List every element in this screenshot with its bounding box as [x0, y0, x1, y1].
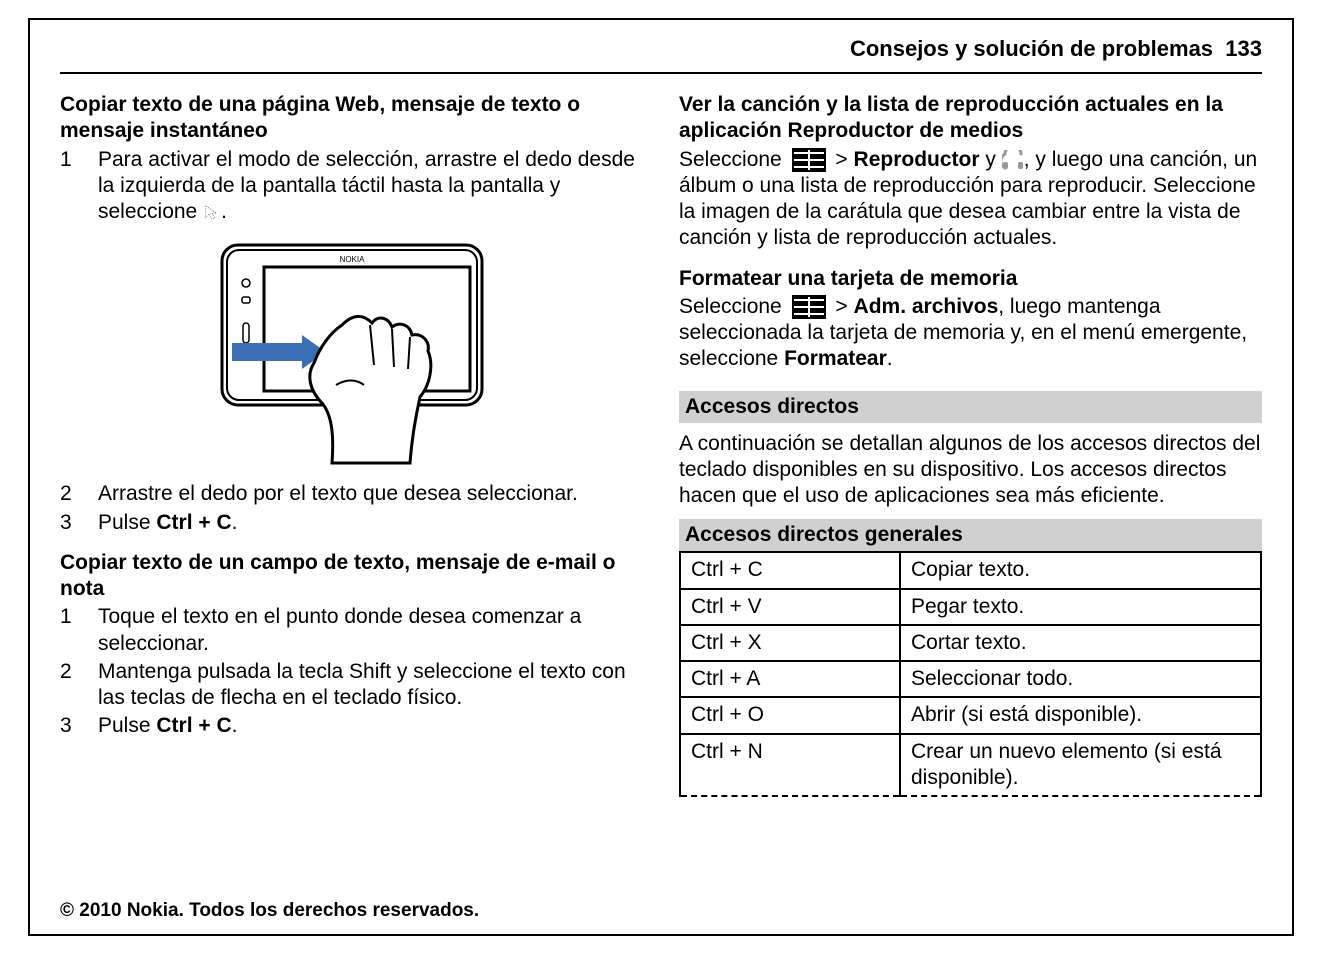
step-text: Pulse Ctrl + C.	[98, 713, 643, 739]
step-text: Toque el texto en el punto donde desea c…	[98, 604, 643, 657]
left-column: Copiar texto de una página Web, mensaje …	[60, 92, 643, 797]
table-row: Ctrl + A Seleccionar todo.	[680, 661, 1261, 697]
shortcut-key: Ctrl + V	[680, 589, 900, 625]
left-steps-2: 1 Toque el texto en el punto donde desea…	[60, 604, 643, 739]
right-paragraph-1: Seleccione > Reproductor y , y luego una…	[679, 147, 1262, 252]
step-text: Para activar el modo de selección, arras…	[98, 147, 643, 226]
cursor-icon	[203, 203, 221, 221]
shortcut-key: Ctrl + N	[680, 734, 900, 797]
content-columns: Copiar texto de una página Web, mensaje …	[60, 92, 1262, 797]
shortcut-desc: Seleccionar todo.	[900, 661, 1261, 697]
right-column: Ver la canción y la lista de reproducció…	[679, 92, 1262, 797]
shortcut-key: Ctrl + X	[680, 625, 900, 661]
svg-text:NOKIA: NOKIA	[339, 255, 365, 264]
step-number: 3	[60, 713, 80, 739]
shortcuts-section-bar: Accesos directos	[679, 391, 1262, 423]
app-grid-icon	[792, 295, 826, 319]
shortcut-key: Ctrl + A	[680, 661, 900, 697]
step-text: Arrastre el dedo por el texto que desea …	[98, 481, 643, 507]
shortcut-key: Ctrl + O	[680, 697, 900, 733]
shortcut-desc: Cortar texto.	[900, 625, 1261, 661]
step-number: 3	[60, 510, 80, 536]
left-steps-1b: 2 Arrastre el dedo por el texto que dese…	[60, 481, 643, 536]
app-grid-icon	[792, 148, 826, 172]
left-heading-1: Copiar texto de una página Web, mensaje …	[60, 92, 643, 145]
table-row: Ctrl + N Crear un nuevo elemento (si est…	[680, 734, 1261, 797]
shortcut-key: Ctrl + C	[680, 552, 900, 588]
list-item: 3 Pulse Ctrl + C.	[60, 713, 643, 739]
step-text: Pulse Ctrl + C.	[98, 510, 643, 536]
shortcut-desc: Pegar texto.	[900, 589, 1261, 625]
copyright-footer: © 2010 Nokia. Todos los derechos reserva…	[60, 900, 479, 922]
left-heading-2: Copiar texto de un campo de texto, mensa…	[60, 550, 643, 603]
header-section-title: Consejos y solución de problemas	[850, 36, 1213, 61]
page-header: Consejos y solución de problemas 133	[60, 36, 1262, 74]
list-item: 1 Para activar el modo de selección, arr…	[60, 147, 643, 226]
shortcuts-table: Ctrl + C Copiar texto. Ctrl + V Pegar te…	[679, 551, 1262, 797]
list-item: 2 Arrastre el dedo por el texto que dese…	[60, 481, 643, 507]
right-heading-2: Formatear una tarjeta de memoria	[679, 266, 1262, 292]
right-paragraph-2: Seleccione > Adm. archivos, luego manten…	[679, 294, 1262, 373]
music-icon	[1002, 150, 1024, 170]
table-row: Ctrl + X Cortar texto.	[680, 625, 1261, 661]
table-row: Ctrl + C Copiar texto.	[680, 552, 1261, 588]
shortcut-desc: Abrir (si está disponible).	[900, 697, 1261, 733]
header-page-number: 133	[1225, 36, 1262, 61]
step-number: 1	[60, 147, 80, 226]
device-illustration: NOKIA	[202, 235, 502, 465]
right-heading-1: Ver la canción y la lista de reproducció…	[679, 92, 1262, 145]
left-steps-1: 1 Para activar el modo de selección, arr…	[60, 147, 643, 226]
table-row: Ctrl + O Abrir (si está disponible).	[680, 697, 1261, 733]
shortcut-desc: Copiar texto.	[900, 552, 1261, 588]
list-item: 3 Pulse Ctrl + C.	[60, 510, 643, 536]
table-row: Ctrl + V Pegar texto.	[680, 589, 1261, 625]
list-item: 2 Mantenga pulsada la tecla Shift y sele…	[60, 659, 643, 712]
step-number: 2	[60, 481, 80, 507]
step-number: 2	[60, 659, 80, 712]
shortcut-desc: Crear un nuevo elemento (si está disponi…	[900, 734, 1261, 797]
step-number: 1	[60, 604, 80, 657]
page-frame: Consejos y solución de problemas 133 Cop…	[28, 18, 1294, 936]
step-text: Mantenga pulsada la tecla Shift y selecc…	[98, 659, 643, 712]
shortcuts-intro: A continuación se detallan algunos de lo…	[679, 431, 1262, 510]
list-item: 1 Toque el texto en el punto donde desea…	[60, 604, 643, 657]
shortcuts-sub-bar: Accesos directos generales	[679, 519, 1262, 551]
